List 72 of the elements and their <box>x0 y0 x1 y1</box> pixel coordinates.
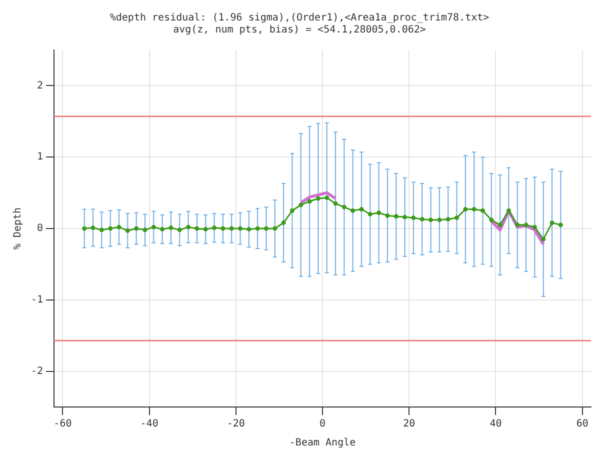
point <box>333 201 338 206</box>
point <box>238 226 242 231</box>
point <box>541 236 546 242</box>
x-tick-label: -60 <box>54 418 72 430</box>
point <box>515 222 520 228</box>
point <box>272 226 278 231</box>
y-tick-label: 1 <box>37 152 44 163</box>
point <box>108 226 113 231</box>
point <box>229 226 234 231</box>
point <box>203 226 208 232</box>
x-tick-label: -40 <box>140 418 158 430</box>
point <box>472 206 476 212</box>
point <box>342 204 346 210</box>
point <box>550 220 554 226</box>
point <box>134 226 139 231</box>
point <box>142 228 148 232</box>
x-tick-label: 20 <box>403 418 416 430</box>
point <box>359 206 364 212</box>
x-tick-label: 0 <box>320 418 326 430</box>
point <box>532 224 537 230</box>
point <box>368 212 372 216</box>
point <box>307 199 312 204</box>
x-axis-title: -Beam Angle <box>289 438 356 449</box>
y-tick-label: -2 <box>30 366 44 377</box>
point <box>99 228 104 232</box>
y-tick-label: -1 <box>30 294 44 306</box>
point <box>402 214 408 220</box>
point <box>454 216 460 220</box>
point <box>160 226 165 232</box>
point <box>558 222 563 228</box>
point <box>506 208 511 213</box>
point <box>480 208 485 213</box>
point <box>385 213 390 218</box>
y-axis-title: % Depth <box>12 207 24 250</box>
point <box>212 226 217 230</box>
point <box>186 224 191 230</box>
point <box>220 226 226 231</box>
x-tick-label: -20 <box>226 418 245 430</box>
point <box>151 224 156 230</box>
y-tick-label: 2 <box>37 80 44 92</box>
point <box>350 208 356 213</box>
point <box>281 220 286 226</box>
point <box>446 216 450 222</box>
point <box>324 196 330 200</box>
point <box>428 218 434 222</box>
point <box>255 226 260 231</box>
point <box>411 216 416 220</box>
point <box>376 210 382 216</box>
point <box>290 208 294 213</box>
point <box>524 222 528 228</box>
point <box>177 228 182 232</box>
y-tick-label: 0 <box>37 223 44 234</box>
point <box>116 224 122 230</box>
chart-subtitle: avg(z, num pts, bias) = <54.1,28005,0.062> <box>173 24 426 36</box>
point <box>82 226 87 231</box>
point <box>298 202 304 208</box>
point <box>437 218 442 222</box>
point <box>420 216 424 222</box>
x-tick-label: 40 <box>490 418 502 430</box>
chart-title: %depth residual: (1.96 sigma),(Order1),<Area1a_proc_trim78.txt> <box>110 12 490 24</box>
point <box>489 218 494 222</box>
point <box>316 196 320 201</box>
point <box>168 226 174 230</box>
point <box>463 206 468 212</box>
point <box>125 228 130 233</box>
point <box>90 226 96 230</box>
x-tick-label: 60 <box>576 418 588 430</box>
point <box>194 226 200 231</box>
point <box>394 214 398 219</box>
point <box>498 222 502 228</box>
point <box>264 226 268 231</box>
point <box>246 226 252 232</box>
